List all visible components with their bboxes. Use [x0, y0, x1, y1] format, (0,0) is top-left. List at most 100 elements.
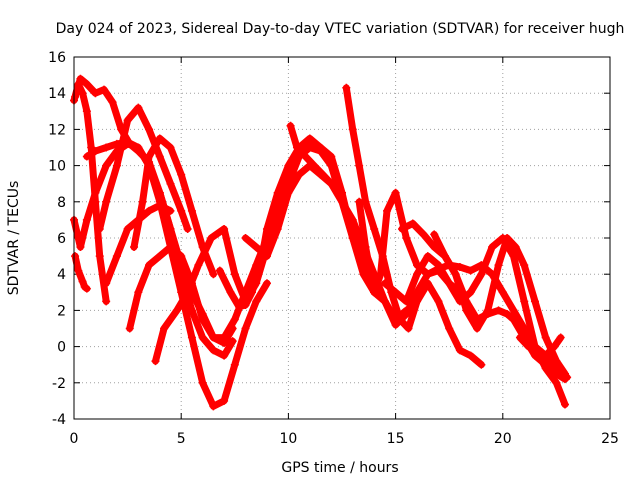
data-point-marker: [284, 161, 293, 170]
data-point-marker: [419, 230, 428, 239]
data-point-marker: [252, 297, 261, 306]
data-point-marker: [209, 333, 218, 342]
data-point-marker: [91, 89, 100, 98]
data-point-marker: [125, 324, 134, 333]
data-point-marker: [187, 206, 196, 215]
data-point-marker: [509, 315, 518, 324]
y-tick-label: 16: [48, 50, 66, 66]
data-point-marker: [552, 357, 561, 366]
data-point-marker: [370, 288, 379, 297]
data-point-marker: [391, 188, 400, 197]
data-point-marker: [520, 261, 529, 270]
data-point-marker: [473, 324, 482, 333]
data-point-marker: [74, 80, 83, 89]
data-point-marker: [209, 270, 218, 279]
data-point-marker: [466, 288, 475, 297]
data-point-marker: [402, 234, 411, 242]
data-point-marker: [402, 310, 411, 319]
data-point-marker: [273, 188, 282, 197]
data-point-marker: [284, 188, 293, 197]
y-tick-label: 12: [48, 122, 66, 138]
data-point-marker: [112, 161, 121, 170]
data-point-marker: [445, 279, 454, 288]
data-point-marker: [353, 243, 362, 252]
data-point-marker: [82, 152, 91, 161]
data-point-marker: [145, 261, 154, 270]
data-point-marker: [74, 266, 83, 275]
data-series-2: [71, 252, 91, 293]
data-point-marker: [355, 197, 364, 206]
data-point-marker: [198, 243, 207, 252]
data-point-marker: [177, 252, 186, 261]
data-point-marker: [198, 315, 207, 324]
data-point-marker: [172, 306, 181, 315]
data-point-marker: [509, 306, 518, 315]
y-tick-label: -2: [52, 376, 66, 392]
data-point-marker: [391, 288, 400, 297]
data-point-marker: [262, 252, 271, 261]
data-point-marker: [183, 224, 192, 233]
data-point-marker: [262, 224, 271, 233]
chart-title: Day 024 of 2023, Sidereal Day-to-day VTE…: [56, 21, 625, 37]
data-point-marker: [383, 206, 392, 215]
data-point-marker: [552, 378, 561, 387]
data-point-marker: [134, 143, 143, 152]
data-point-marker: [95, 224, 104, 233]
data-point-marker: [183, 288, 192, 297]
x-tick-label: 25: [601, 431, 619, 447]
data-point-marker: [380, 297, 389, 306]
data-point-marker: [134, 288, 143, 297]
x-tick-label: 10: [279, 431, 297, 447]
x-tick-label: 20: [494, 431, 512, 447]
series-track-line: [430, 230, 569, 383]
y-axis-label: SDTVAR / TECUs: [6, 181, 22, 296]
data-point-marker: [494, 306, 503, 315]
data-point-marker: [151, 357, 160, 366]
data-point-marker: [123, 116, 132, 125]
data-point-marker: [102, 279, 111, 288]
data-point-marker: [434, 297, 443, 306]
data-point-marker: [498, 288, 507, 297]
data-point-marker: [335, 188, 344, 197]
data-point-marker: [226, 288, 235, 297]
data-point-marker: [533, 346, 542, 355]
series-track-line: [516, 334, 565, 360]
data-point-marker: [445, 324, 454, 333]
data-point-marker: [220, 396, 229, 405]
data-point-marker: [166, 206, 175, 215]
data-point-marker: [91, 188, 100, 197]
data-point-marker: [102, 197, 111, 206]
data-point-marker: [241, 300, 250, 309]
x-tick-label: 0: [70, 431, 79, 447]
data-point-marker: [155, 252, 164, 261]
y-tick-label: 2: [57, 303, 66, 319]
data-point-marker: [295, 170, 304, 179]
data-point-marker: [220, 224, 229, 233]
data-point-marker: [145, 152, 154, 161]
data-point-marker: [130, 243, 139, 252]
data-point-marker: [71, 92, 80, 101]
data-point-marker: [398, 224, 407, 233]
data-point-marker: [215, 266, 224, 275]
y-tick-label: -4: [52, 412, 66, 428]
y-tick-label: 0: [57, 340, 66, 356]
data-point-marker: [408, 219, 417, 228]
data-point-marker: [556, 333, 565, 342]
x-axis-label: GPS time / hours: [281, 460, 398, 476]
data-point-marker: [376, 270, 385, 279]
data-point-marker: [370, 224, 379, 233]
data-point-marker: [286, 121, 295, 130]
data-point-marker: [160, 324, 169, 333]
data-point-marker: [155, 201, 164, 210]
data-point-marker: [102, 297, 111, 306]
data-point-marker: [209, 402, 218, 411]
data-point-marker: [494, 261, 503, 270]
data-point-marker: [145, 125, 154, 134]
data-point-marker: [462, 297, 471, 306]
data-point-marker: [451, 270, 460, 279]
data-point-marker: [391, 320, 400, 329]
data-point-marker: [310, 161, 319, 170]
data-point-marker: [344, 215, 353, 224]
data-point-marker: [477, 270, 486, 279]
